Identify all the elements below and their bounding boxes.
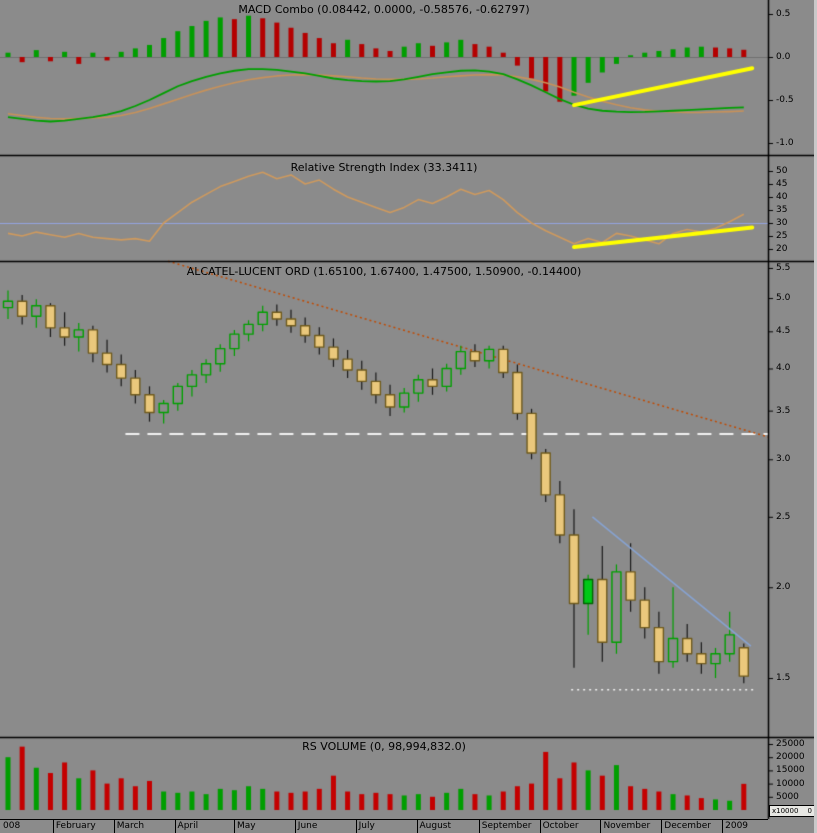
month-label: May (236, 821, 256, 831)
month-label: September (481, 821, 532, 831)
axis-tick-label: 5000 (776, 791, 799, 802)
axis-tick-label: 5.0 (776, 293, 791, 304)
volume-multiplier-box: x10000 0 (769, 805, 815, 817)
month-axis[interactable]: 008 February March April May June July August Se… (0, 819, 768, 833)
axis-tick-label: -0.5 (776, 95, 794, 105)
month-tick (355, 820, 357, 833)
month-label: July (358, 821, 375, 831)
month-label: February (55, 821, 96, 831)
axis-tick-label: 25000 (776, 739, 805, 749)
month-tick (174, 820, 176, 833)
month-label: 2009 (725, 821, 749, 831)
axis-tick-label: 2.0 (776, 582, 791, 593)
month-label: August (419, 821, 452, 831)
month-tick (661, 820, 663, 833)
month-label: December (664, 821, 711, 831)
month-label: November (603, 821, 651, 831)
axis-tick-label: -1.0 (776, 138, 794, 148)
month-tick (600, 820, 602, 833)
axis-tick-label: 40 (776, 192, 788, 202)
axis-tick-label: 25 (776, 231, 788, 241)
axis-tick-label: 4.0 (776, 363, 791, 374)
month-label: June (297, 821, 318, 831)
month-tick (478, 820, 480, 833)
axis-tick-label: 20 (776, 244, 788, 254)
month-label: 008 (3, 821, 21, 831)
axis-tick-label: 3.0 (776, 454, 791, 465)
month-tick (113, 820, 115, 833)
axis-tick-label: 0.0 (776, 52, 791, 62)
axis-tick-label: 35 (776, 205, 788, 215)
month-tick (294, 820, 296, 833)
axis-tick-label: 30 (776, 218, 788, 228)
axis-tick-label: 50 (776, 166, 788, 176)
volume-multiplier-label: x10000 (772, 807, 799, 815)
month-tick (722, 820, 724, 833)
window-right-edge (814, 0, 817, 833)
axis-tick-label: 2.5 (776, 511, 791, 522)
axis-tick-label: 45 (776, 179, 788, 189)
axis-tick-label: 15000 (776, 765, 805, 776)
axis-tick-label: 4.5 (776, 326, 791, 337)
month-tick (416, 820, 418, 833)
month-tick (233, 820, 235, 833)
volume-axis-zero-label: 0 (807, 807, 812, 815)
month-label: April (177, 821, 199, 831)
axis-tick-label: 20000 (776, 752, 805, 763)
month-label: March (116, 821, 145, 831)
month-label: October (542, 821, 579, 831)
axis-tick-label: 10000 (776, 778, 805, 789)
month-tick (539, 820, 541, 833)
axis-tick-label: 0.5 (776, 9, 791, 19)
axis-tick-label: 1.5 (776, 673, 791, 684)
month-tick (52, 820, 54, 833)
axis-tick-label: 5.5 (776, 262, 791, 273)
axis-tick-label: 3.5 (776, 405, 791, 416)
